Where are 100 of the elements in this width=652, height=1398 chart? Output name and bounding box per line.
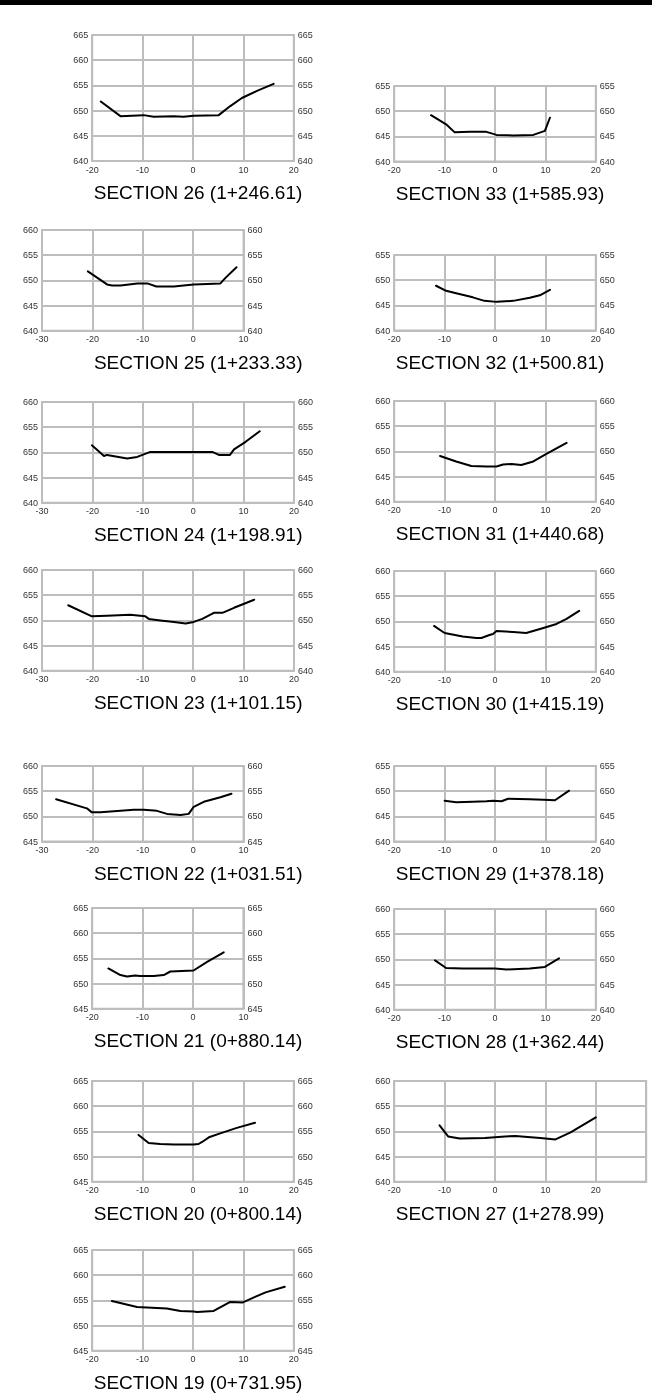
y-tick-label: 655: [73, 80, 89, 91]
y2-tick-label: 660: [297, 565, 313, 575]
x-tick-label: 10: [238, 1185, 249, 1196]
y-tick-label: 645: [375, 131, 391, 142]
y-tick-label: 645: [375, 471, 391, 482]
y-tick-label: 640: [375, 156, 391, 167]
line-series: [67, 598, 255, 625]
y2-tick-label: 645: [247, 300, 263, 311]
x-tick-label: -10: [438, 675, 452, 686]
y-tick-label: 660: [73, 1270, 89, 1281]
y-tick-label: 665: [73, 1076, 89, 1086]
line-series: [86, 266, 238, 288]
x-tick-label: -10: [136, 1185, 150, 1196]
x-tick-label: -30: [35, 845, 49, 856]
x-tick-label: -20: [387, 505, 401, 516]
x-tick-label: -20: [85, 506, 99, 517]
x-tick-label: 20: [590, 334, 601, 345]
y-tick-label: 655: [375, 1101, 391, 1112]
x-tick-label: 0: [492, 1013, 498, 1024]
y2-tick-label: 650: [297, 447, 313, 458]
x-tick-label: 0: [190, 506, 196, 517]
y2-tick-label: 645: [297, 640, 313, 651]
y2-tick-label: 645: [297, 1176, 313, 1187]
y2-tick-label: 640: [599, 325, 615, 336]
x-tick-label: -10: [438, 1013, 452, 1024]
x-tick-label: 0: [190, 674, 196, 685]
y2-tick-label: 660: [247, 225, 263, 235]
y-tick-label: 655: [375, 421, 391, 432]
y-tick-label: 645: [22, 300, 38, 311]
y2-tick-label: 655: [599, 761, 615, 771]
y-tick-label: 650: [375, 786, 391, 797]
y2-tick-label: 650: [599, 616, 615, 627]
x-tick-label: -10: [438, 1185, 452, 1196]
y2-tick-label: 645: [297, 472, 313, 483]
y-tick-label: 645: [22, 836, 38, 847]
x-tick-label: 10: [238, 1354, 249, 1365]
y-tick-label: 645: [73, 130, 89, 141]
y2-tick-label: 655: [297, 80, 313, 91]
y2-tick-label: 640: [599, 836, 615, 847]
text: SECTION 23 (1+101.15): [93, 691, 303, 713]
x-tick-label: 10: [238, 506, 249, 517]
y-tick-label: 650: [375, 616, 391, 627]
x-tick-label: -20: [387, 845, 401, 856]
y-tick-label: 640: [22, 665, 38, 676]
y2-tick-label: 645: [247, 836, 263, 847]
y2-tick-label: 640: [599, 666, 615, 677]
x-tick-label: 10: [238, 1012, 249, 1023]
line-series: [439, 441, 568, 468]
x-tick-label: 20: [590, 1013, 601, 1024]
x-tick-label: 10: [540, 334, 551, 345]
y-tick-label: 650: [22, 447, 38, 458]
y-tick-label: 660: [73, 55, 89, 66]
y2-tick-label: 660: [297, 1270, 313, 1281]
x-tick-label: 10: [238, 334, 249, 345]
line-series: [438, 1116, 597, 1141]
y2-tick-label: 665: [297, 1245, 313, 1255]
y2-tick-label: 645: [599, 641, 615, 652]
y2-tick-label: 650: [247, 811, 263, 822]
text: SECTION 24 (1+198.91): [93, 523, 303, 545]
x-tick-label: -10: [136, 164, 150, 175]
y2-tick-label: 660: [247, 928, 263, 939]
y-tick-label: 640: [73, 156, 89, 166]
y-tick-label: 640: [375, 1004, 391, 1015]
line-series: [429, 114, 551, 137]
text: SECTION 27 (1+278.99): [395, 1202, 605, 1224]
y-tick-label: 655: [375, 929, 391, 940]
y-tick-label: 655: [375, 591, 391, 602]
y2-tick-label: 650: [247, 978, 263, 989]
y2-tick-label: 645: [599, 471, 615, 482]
y2-tick-label: 650: [297, 1151, 313, 1162]
y-tick-label: 645: [22, 472, 38, 483]
y2-tick-label: 645: [599, 300, 615, 311]
line-series: [99, 82, 275, 118]
text: SECTION 32 (1+500.81): [395, 351, 605, 373]
x-tick-label: 20: [288, 506, 299, 517]
y-tick-label: 645: [375, 641, 391, 652]
y-tick-label: 650: [375, 275, 391, 286]
y2-tick-label: 665: [297, 30, 313, 40]
x-tick-label: 20: [590, 675, 601, 686]
x-tick-label: 0: [492, 1185, 498, 1196]
x-tick-label: -10: [438, 505, 452, 516]
y2-tick-label: 660: [599, 566, 615, 576]
y-tick-label: 640: [22, 497, 38, 508]
x-tick-label: -20: [387, 1013, 401, 1024]
text: SECTION 20 (0+800.14): [93, 1202, 303, 1224]
text: SECTION 22 (1+031.51): [93, 862, 303, 884]
x-tick-label: -10: [136, 674, 150, 685]
x-tick-label: -30: [35, 674, 49, 685]
y-tick-label: 660: [73, 1101, 89, 1112]
x-tick-label: -10: [136, 1012, 150, 1023]
x-tick-label: -20: [387, 165, 401, 176]
y-tick-label: 655: [375, 250, 391, 260]
y-tick-label: 650: [375, 446, 391, 457]
y2-tick-label: 660: [297, 397, 313, 407]
x-tick-label: 0: [492, 845, 498, 856]
y-tick-label: 660: [375, 1076, 391, 1086]
line-series: [435, 284, 551, 303]
x-tick-label: 0: [492, 505, 498, 516]
y-tick-label: 655: [375, 761, 391, 771]
line-series: [54, 792, 233, 816]
